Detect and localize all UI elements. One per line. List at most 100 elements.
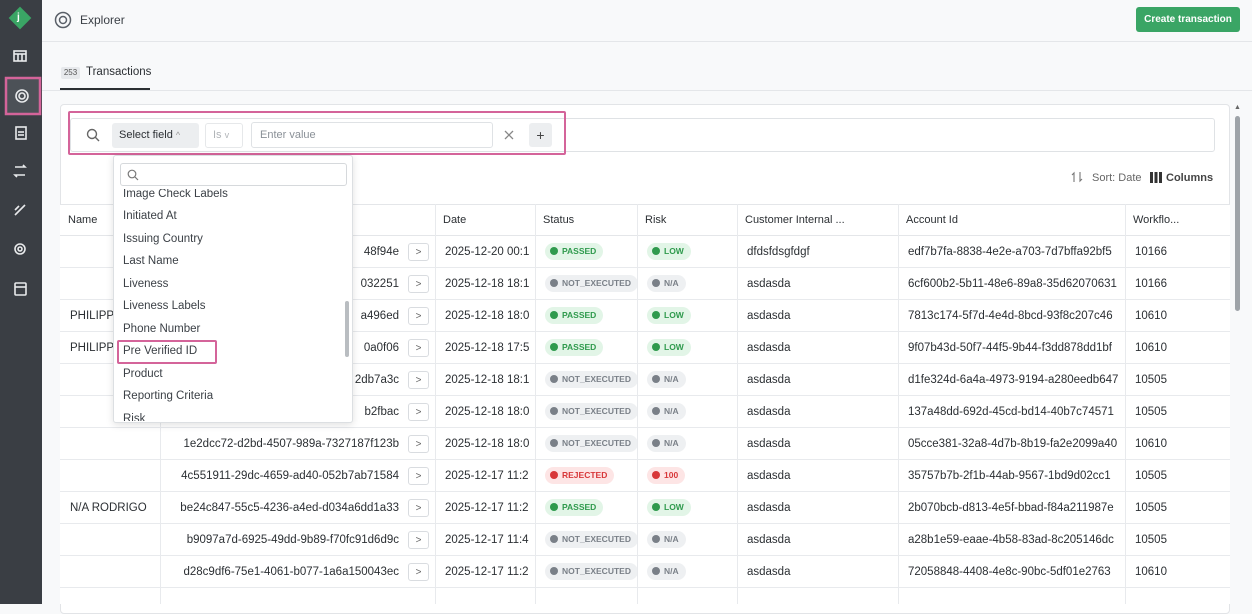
open-button[interactable]: > xyxy=(408,563,429,581)
scroll-up[interactable]: ▲ xyxy=(1234,104,1241,111)
badge-dot xyxy=(652,567,660,576)
operator-select[interactable]: Is v xyxy=(205,123,243,148)
account-id: 35757b7b-2f1b-44ab-9567-1bd9d02cc1 xyxy=(908,470,1111,482)
risk-cell: N/A xyxy=(637,524,737,556)
workflow-id: 10505 xyxy=(1135,470,1167,482)
dropdown-item[interactable]: Last Name xyxy=(123,255,179,268)
badge-text: PASSED xyxy=(562,246,597,257)
customer-id: asdasda xyxy=(747,566,791,578)
badge-dot xyxy=(550,279,558,288)
dropdown-search-icon xyxy=(127,169,139,181)
row[interactable] xyxy=(60,492,1230,524)
badge-dot xyxy=(550,503,558,512)
account-id: edf7b7fa-8838-4e2e-a703-7d7bffa92bf5 xyxy=(908,246,1112,258)
page-title: Explorer xyxy=(80,13,125,27)
badge-text: NOT_EXECUTED xyxy=(562,438,631,449)
dropdown-list: Image Check Labels Initiated At Issuing Co… xyxy=(114,189,346,421)
field-select[interactable]: Select field ^ xyxy=(112,123,199,148)
row xyxy=(60,588,1230,604)
clear-button[interactable] xyxy=(503,129,515,141)
open-button[interactable]: > xyxy=(408,499,429,517)
badge-dot xyxy=(550,311,558,320)
sort-icon[interactable] xyxy=(1071,171,1083,183)
status-cell: NOT_EXECUTED xyxy=(535,428,637,460)
workflow-id: 10610 xyxy=(1135,566,1167,578)
status-cell: NOT_EXECUTED xyxy=(535,556,637,588)
operator-label: Is xyxy=(213,129,222,141)
transaction-id: d28c9df6-75e1-4061-b077-1a6a150043ec xyxy=(183,566,400,578)
name: PHILIPP xyxy=(70,342,115,354)
dropdown-item[interactable]: Risk xyxy=(123,412,146,421)
open-button[interactable]: > xyxy=(408,307,429,325)
open-button[interactable]: > xyxy=(408,339,429,357)
open-button[interactable]: > xyxy=(408,371,429,389)
dropdown-scroll-thumb[interactable] xyxy=(345,301,349,357)
row[interactable] xyxy=(60,460,1230,492)
dropdown-item[interactable]: Image Check Labels xyxy=(123,189,228,200)
status-badge: PASSED xyxy=(545,499,604,517)
open-button[interactable]: > xyxy=(408,403,429,421)
risk-cell: N/A xyxy=(637,556,737,588)
account-id: d1fe324d-6a4a-4973-9194-a280eedb647 xyxy=(908,374,1119,386)
row[interactable] xyxy=(60,524,1230,556)
status-cell: NOT_EXECUTED xyxy=(535,364,637,396)
dropdown-item[interactable]: Issuing Country xyxy=(123,232,203,245)
status-cell: PASSED xyxy=(535,236,637,268)
account-id: 137a48dd-692d-45cd-bd14-40b7c74571 xyxy=(908,406,1114,418)
row[interactable] xyxy=(60,556,1230,588)
risk-cell: N/A xyxy=(637,428,737,460)
open-button[interactable]: > xyxy=(408,275,429,293)
dropdown-item[interactable]: Pre Verified ID xyxy=(123,345,198,358)
column-divider xyxy=(535,204,536,604)
customer-id: asdasda xyxy=(747,534,791,546)
transaction-id: 0a0f06 xyxy=(363,342,399,354)
name: N/A RODRIGO xyxy=(70,502,147,514)
dropdown-item[interactable]: Phone Number xyxy=(123,322,201,335)
tab-underline xyxy=(60,88,150,90)
status-badge: NOT_EXECUTED xyxy=(545,531,637,549)
open-button[interactable]: > xyxy=(408,531,429,549)
table: Name Date Status Risk Customer Internal ... A… xyxy=(60,204,1230,604)
column-header: Workflo... xyxy=(1133,214,1180,226)
value-input[interactable]: Enter value xyxy=(251,122,493,148)
account-id: 2b070bcb-d813-4e5f-bbad-f84a211987e xyxy=(908,502,1114,514)
sidebar-icons xyxy=(4,6,42,296)
badge-dot xyxy=(652,439,660,448)
status-badge: NOT_EXECUTED xyxy=(545,371,637,389)
account-id: 05cce381-32a8-4d7b-8b19-fa2e2099a40 xyxy=(908,438,1118,450)
open-button[interactable]: > xyxy=(408,435,429,453)
badge-text: NOT_EXECUTED xyxy=(562,406,631,417)
dropdown-item[interactable]: Liveness xyxy=(123,277,169,290)
status-cell: REJECTED xyxy=(535,460,637,492)
dropdown-item[interactable]: Liveness Labels xyxy=(123,300,206,313)
badge-text: PASSED xyxy=(562,502,597,513)
column-divider xyxy=(1125,204,1126,604)
add-filter-button[interactable]: + xyxy=(529,123,552,147)
badge-text: REJECTED xyxy=(562,470,608,481)
open-button[interactable]: > xyxy=(408,467,429,485)
column-divider xyxy=(737,204,738,604)
customer-id: asdasda xyxy=(747,278,791,290)
columns-icon[interactable] xyxy=(1150,172,1162,183)
row[interactable] xyxy=(60,428,1230,460)
date: 2025-12-18 18:0 xyxy=(445,310,530,322)
tab-label[interactable]: Transactions xyxy=(86,66,152,78)
dropdown-item[interactable]: Initiated At xyxy=(123,210,177,223)
risk-badge: N/A xyxy=(647,275,686,293)
status-cell: PASSED xyxy=(535,492,637,524)
open-button[interactable]: > xyxy=(408,243,429,261)
name: PHILIPP xyxy=(70,310,115,322)
dropdown-item[interactable]: Reporting Criteria xyxy=(123,390,214,403)
badge-text: LOW xyxy=(664,246,684,257)
account-id: 9f07b43d-50f7-44f5-9b44-f3dd878dd1bf xyxy=(908,342,1112,354)
date: 2025-12-17 11:2 xyxy=(445,470,529,482)
badge-dot xyxy=(652,311,660,320)
dropdown-search[interactable] xyxy=(120,163,347,186)
transaction-id: 48f94e xyxy=(363,246,399,258)
scrollbar-thumb[interactable] xyxy=(1235,116,1240,311)
sort-label[interactable]: Sort: Date xyxy=(1092,172,1142,184)
customer-id: asdasda xyxy=(747,470,791,482)
dropdown-item[interactable]: Product xyxy=(123,367,163,380)
columns-button[interactable]: Columns xyxy=(1166,172,1214,184)
create-button[interactable]: Create transaction xyxy=(1136,7,1240,32)
